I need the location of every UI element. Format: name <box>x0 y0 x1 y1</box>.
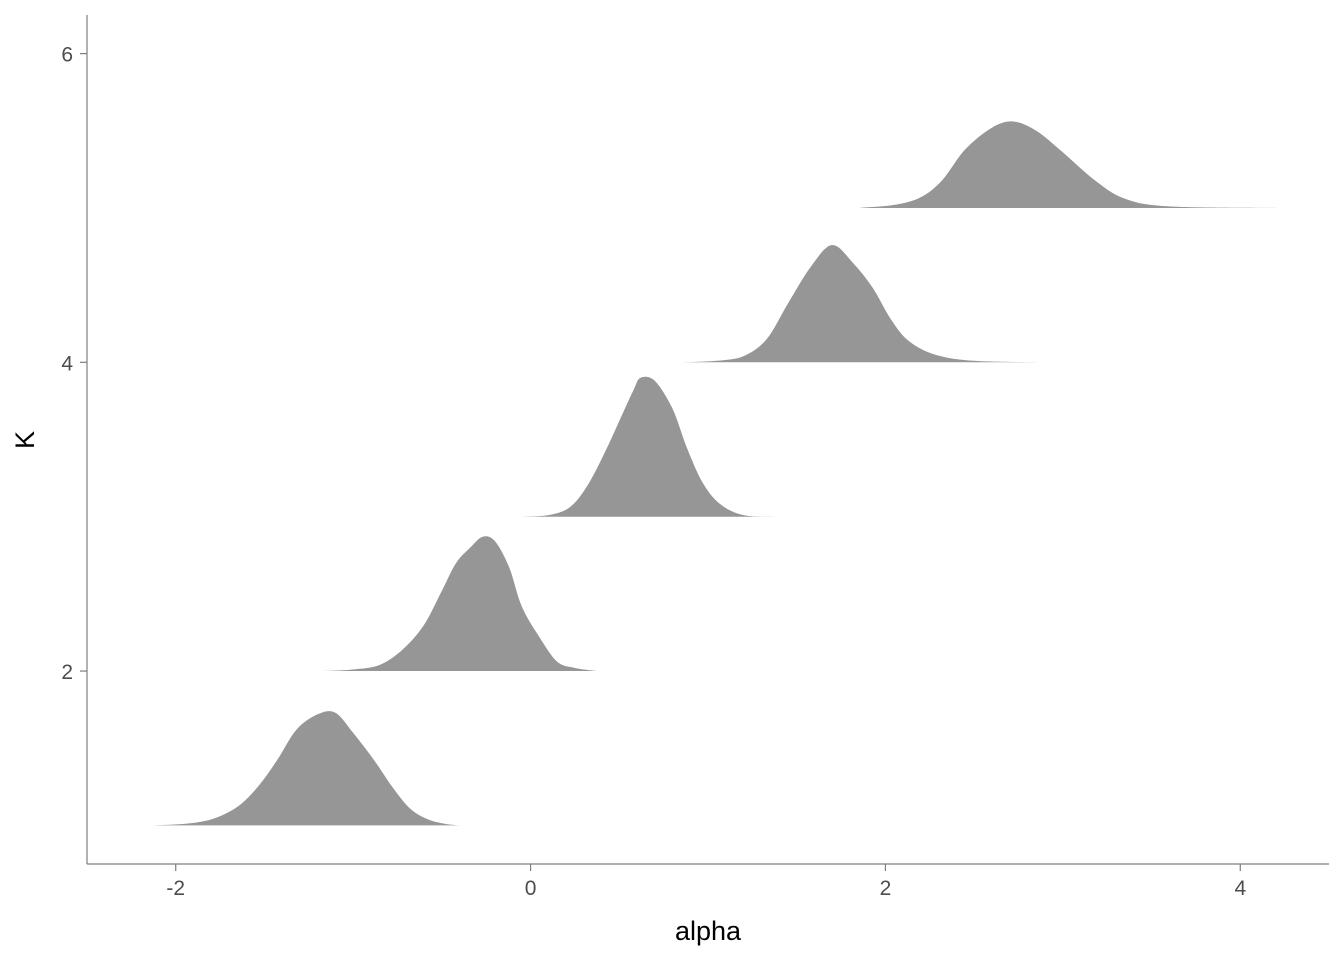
x-axis-ticks: -2 0 2 4 <box>166 864 1246 900</box>
density-ridge-k5 <box>858 121 1276 208</box>
y-tick-label: 4 <box>61 352 73 375</box>
x-tick-label: 0 <box>525 877 537 900</box>
x-tick-label: 2 <box>880 877 892 900</box>
y-axis-title: K <box>10 431 40 449</box>
density-ridge-k4 <box>681 244 1046 363</box>
y-axis-ticks: 2 4 6 <box>61 44 87 684</box>
x-axis-title: alpha <box>675 916 742 946</box>
density-ridge-k1 <box>152 711 460 826</box>
y-tick-label: 2 <box>61 661 73 684</box>
density-ridges <box>152 121 1276 826</box>
density-ridge-k3 <box>521 376 774 517</box>
x-tick-label: 4 <box>1234 877 1246 900</box>
y-tick-label: 6 <box>61 44 73 67</box>
x-tick-label: -2 <box>166 877 185 900</box>
density-ridge-k2 <box>323 536 597 671</box>
